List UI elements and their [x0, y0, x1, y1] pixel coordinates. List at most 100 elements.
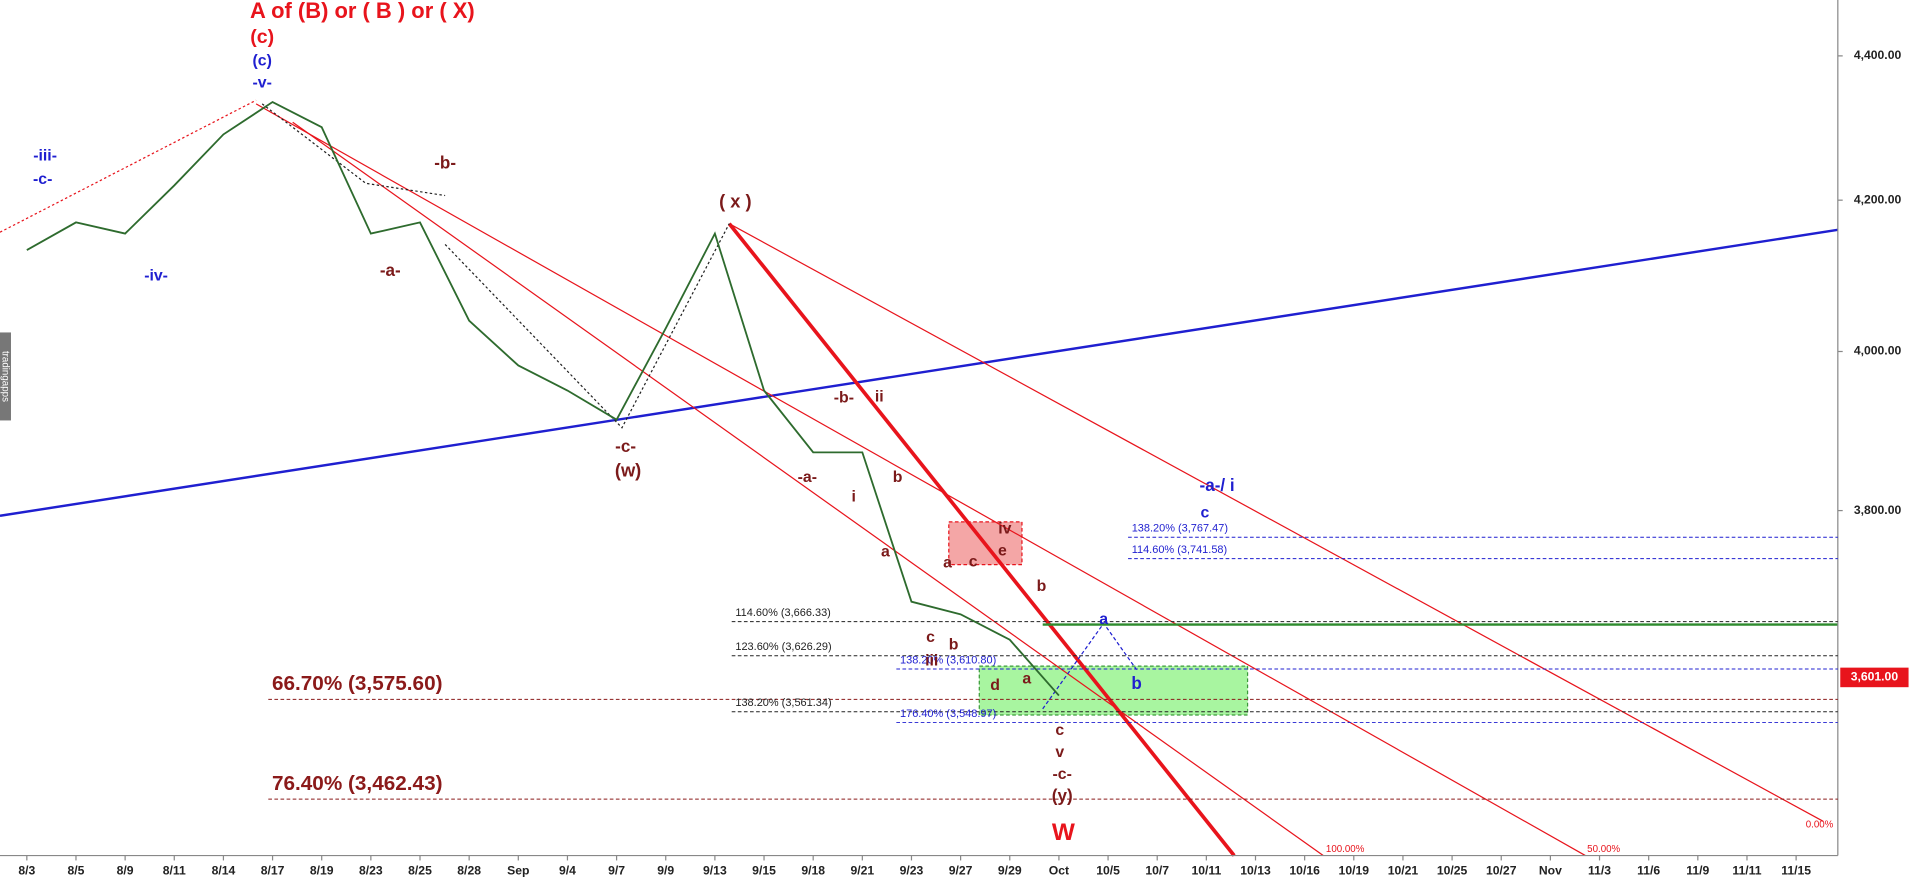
- last-price-label: 3,601.00: [1851, 670, 1899, 684]
- wave-label: a: [881, 544, 890, 561]
- wave-label: a: [1022, 671, 1031, 688]
- x-tick-label: 8/17: [261, 864, 285, 878]
- price-line: [26, 100, 1060, 697]
- wave-label: -b-: [834, 390, 854, 407]
- x-tick-label: Oct: [1049, 864, 1069, 878]
- x-tick-label: 8/28: [457, 864, 481, 878]
- wave-label: -a-: [380, 261, 401, 280]
- x-tick-label: 8/3: [18, 864, 35, 878]
- x-tick-label: Nov: [1539, 864, 1562, 878]
- wave-label: 0.00%: [1806, 820, 1834, 831]
- wave-label: 50.00%: [1587, 844, 1620, 855]
- wave-label: ii: [875, 388, 884, 405]
- level-label: 123.60% (3,626.29): [735, 641, 831, 653]
- x-tick-label: 9/9: [657, 864, 674, 878]
- x-tick-label: 10/11: [1191, 864, 1221, 878]
- wave-label: (c): [253, 52, 272, 69]
- level-label: 76.40% (3,462.43): [272, 772, 443, 795]
- x-tick-label: 8/23: [359, 864, 383, 878]
- wave-label: c: [926, 629, 935, 646]
- wave-label: b: [893, 469, 903, 486]
- x-tick-label: 10/27: [1486, 864, 1517, 878]
- x-tick-label: 9/4: [559, 864, 576, 878]
- level-label: 138.20% (3,610.80): [900, 654, 996, 666]
- watermark: tradingapps: [0, 351, 10, 402]
- x-tick-label: 11/6: [1637, 864, 1660, 878]
- trend-line: [0, 99, 257, 233]
- y-tick-label: 3,800.00: [1854, 503, 1902, 517]
- wave-label: -iii-: [33, 148, 57, 165]
- wave-label: -c-: [1053, 766, 1072, 783]
- level-label: 176.40% (3,548.97): [900, 708, 996, 720]
- projection: [1042, 622, 1138, 710]
- wave-label: -iv-: [144, 267, 168, 284]
- wave-label: a: [943, 555, 952, 572]
- target-zone: [978, 665, 1249, 716]
- wave-label: -c-: [615, 437, 636, 456]
- wave-label: (y): [1052, 786, 1073, 805]
- wave-line: [444, 223, 730, 429]
- channel-line: [292, 121, 1324, 857]
- x-tick-label: 11/3: [1588, 864, 1611, 878]
- y-tick-label: 4,000.00: [1854, 344, 1902, 358]
- watermark-box: [0, 332, 11, 421]
- x-tick-label: Sep: [507, 864, 529, 878]
- x-tick-label: 9/13: [703, 864, 727, 878]
- x-tick-label: 9/18: [801, 864, 825, 878]
- level-label: 66.70% (3,575.60): [272, 672, 443, 695]
- wave-label: (w): [615, 460, 641, 481]
- trend-line: [0, 228, 1839, 517]
- wave-label: 100.00%: [1326, 844, 1365, 855]
- x-tick-label: 10/7: [1145, 864, 1169, 878]
- x-tick-label: 8/9: [117, 864, 134, 878]
- wave-label: e: [998, 542, 1007, 559]
- wave-label: b: [949, 637, 959, 654]
- x-tick-label: 8/19: [310, 864, 334, 878]
- last-price-box: [1840, 667, 1909, 688]
- x-tick-label: 9/21: [850, 864, 874, 878]
- wave-label: A of (B) or ( B ) or ( X): [250, 0, 475, 23]
- level-label: 114.60% (3,741.58): [1132, 544, 1227, 556]
- x-tick-label: 9/23: [900, 864, 924, 878]
- x-tick-label: 8/5: [68, 864, 85, 878]
- wave-label: b: [1131, 674, 1141, 693]
- level-label: 138.20% (3,767.47): [1132, 523, 1228, 535]
- wave-label: -c-: [33, 171, 52, 188]
- wave-label: i: [851, 489, 855, 506]
- wave-label: -a-/ i: [1200, 476, 1235, 495]
- x-tick-label: 9/29: [998, 864, 1022, 878]
- x-tick-label: 11/11: [1732, 864, 1761, 878]
- wave-label: c: [969, 553, 978, 570]
- wave-label: a: [1099, 611, 1108, 628]
- wave-label: (c): [250, 26, 274, 48]
- wave-label: c: [1200, 505, 1209, 522]
- x-tick-label: 9/15: [752, 864, 776, 878]
- x-tick-label: 11/15: [1781, 864, 1811, 878]
- x-tick-label: 9/7: [608, 864, 625, 878]
- x-tick-label: 10/5: [1096, 864, 1120, 878]
- x-tick-label: 11/9: [1686, 864, 1709, 878]
- x-tick-label: 9/27: [949, 864, 973, 878]
- x-tick-label: 8/14: [212, 864, 236, 878]
- wave-label: ( x ): [719, 191, 751, 212]
- x-tick-label: 10/21: [1388, 864, 1419, 878]
- level-label: 138.20% (3,561.34): [735, 697, 831, 709]
- channel-line: [255, 103, 1586, 857]
- wave-label: iii: [925, 652, 938, 669]
- x-tick-label: 8/11: [163, 864, 186, 878]
- wave-label: -a-: [798, 469, 817, 486]
- y-tick-label: 4,400.00: [1854, 48, 1902, 62]
- trend-line: [727, 222, 1236, 857]
- wave-label: iv: [998, 520, 1011, 537]
- wave-label: W: [1052, 819, 1076, 846]
- wave-label: -b-: [434, 153, 456, 172]
- x-tick-label: 10/13: [1240, 864, 1271, 878]
- wave-label: b: [1037, 578, 1047, 595]
- channel-line: [728, 223, 1824, 822]
- x-tick-label: 10/16: [1289, 864, 1320, 878]
- y-tick-label: 4,200.00: [1854, 192, 1902, 206]
- wave-label: d: [990, 677, 1000, 694]
- x-tick-label: 10/19: [1339, 864, 1370, 878]
